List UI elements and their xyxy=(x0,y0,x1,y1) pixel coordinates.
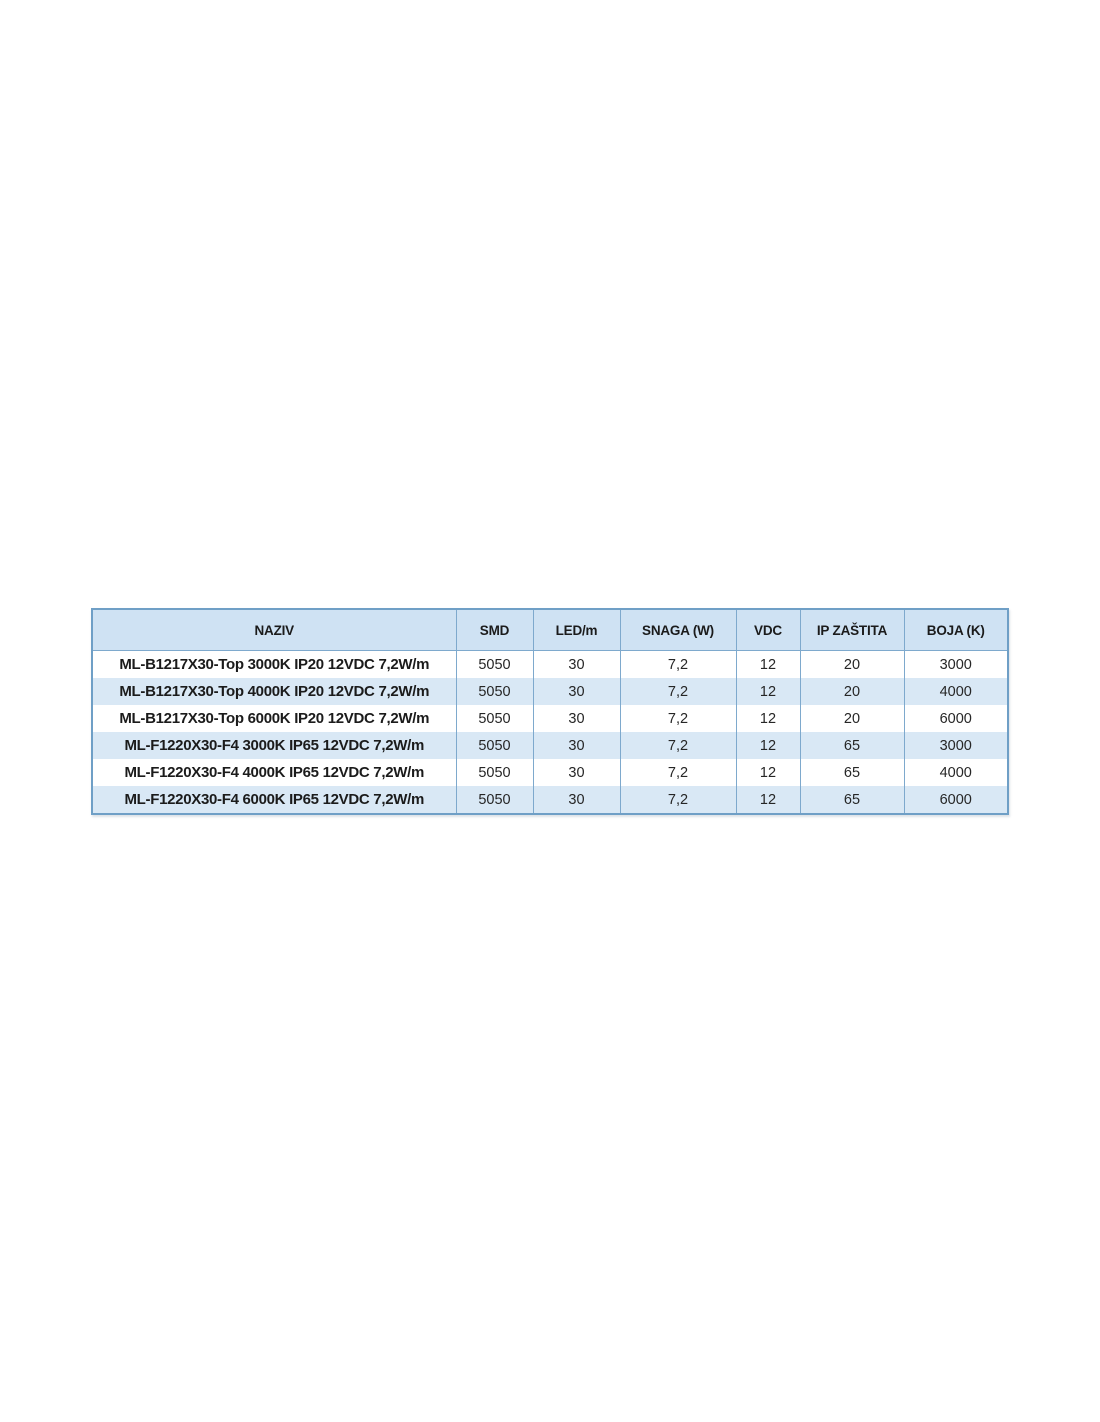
cell-vdc: 12 xyxy=(735,759,800,786)
cell-snaga: 7,2 xyxy=(619,786,736,814)
cell-naziv: ML-F1220X30-F4 4000K IP65 12VDC 7,2W/m xyxy=(92,759,456,786)
cell-boja: 3000 xyxy=(903,650,1008,678)
cell-ip-zastita: 65 xyxy=(799,786,904,814)
column-header-ip-zastita: IP ZAŠTITA xyxy=(799,609,904,651)
cell-vdc: 12 xyxy=(735,650,800,678)
cell-boja: 4000 xyxy=(903,678,1008,705)
table-header: NAZIV SMD LED/m SNAGA (W) VDC IP ZAŠTITA… xyxy=(92,609,1008,651)
cell-snaga: 7,2 xyxy=(619,678,736,705)
cell-smd: 5050 xyxy=(455,650,533,678)
table-row: ML-B1217X30-Top 3000K IP20 12VDC 7,2W/m … xyxy=(92,650,1008,678)
cell-ip-zastita: 65 xyxy=(799,732,904,759)
cell-naziv: ML-B1217X30-Top 6000K IP20 12VDC 7,2W/m xyxy=(92,705,456,732)
product-spec-table: NAZIV SMD LED/m SNAGA (W) VDC IP ZAŠTITA… xyxy=(91,608,1009,815)
column-header-boja: BOJA (K) xyxy=(903,609,1008,651)
cell-boja: 4000 xyxy=(903,759,1008,786)
table-row: ML-B1217X30-Top 6000K IP20 12VDC 7,2W/m … xyxy=(92,705,1008,732)
cell-naziv: ML-B1217X30-Top 3000K IP20 12VDC 7,2W/m xyxy=(92,650,456,678)
column-header-naziv: NAZIV xyxy=(92,609,456,651)
table-row: ML-F1220X30-F4 6000K IP65 12VDC 7,2W/m 5… xyxy=(92,786,1008,814)
cell-led-m: 30 xyxy=(532,732,620,759)
header-row: NAZIV SMD LED/m SNAGA (W) VDC IP ZAŠTITA… xyxy=(92,609,1008,651)
cell-led-m: 30 xyxy=(532,786,620,814)
cell-smd: 5050 xyxy=(455,732,533,759)
column-header-led-m: LED/m xyxy=(532,609,620,651)
table-row: ML-F1220X30-F4 4000K IP65 12VDC 7,2W/m 5… xyxy=(92,759,1008,786)
column-header-vdc: VDC xyxy=(735,609,800,651)
cell-naziv: ML-F1220X30-F4 3000K IP65 12VDC 7,2W/m xyxy=(92,732,456,759)
column-header-snaga: SNAGA (W) xyxy=(619,609,736,651)
cell-ip-zastita: 20 xyxy=(799,705,904,732)
table-row: ML-B1217X30-Top 4000K IP20 12VDC 7,2W/m … xyxy=(92,678,1008,705)
cell-smd: 5050 xyxy=(455,678,533,705)
cell-led-m: 30 xyxy=(532,705,620,732)
cell-smd: 5050 xyxy=(455,759,533,786)
cell-led-m: 30 xyxy=(532,650,620,678)
cell-ip-zastita: 20 xyxy=(799,650,904,678)
table-row: ML-F1220X30-F4 3000K IP65 12VDC 7,2W/m 5… xyxy=(92,732,1008,759)
cell-led-m: 30 xyxy=(532,759,620,786)
cell-vdc: 12 xyxy=(735,678,800,705)
column-header-smd: SMD xyxy=(455,609,533,651)
cell-snaga: 7,2 xyxy=(619,650,736,678)
cell-vdc: 12 xyxy=(735,705,800,732)
cell-boja: 6000 xyxy=(903,705,1008,732)
cell-led-m: 30 xyxy=(532,678,620,705)
cell-boja: 3000 xyxy=(903,732,1008,759)
cell-snaga: 7,2 xyxy=(619,732,736,759)
cell-vdc: 12 xyxy=(735,732,800,759)
cell-smd: 5050 xyxy=(455,705,533,732)
cell-snaga: 7,2 xyxy=(619,759,736,786)
cell-boja: 6000 xyxy=(903,786,1008,814)
table-body: ML-B1217X30-Top 3000K IP20 12VDC 7,2W/m … xyxy=(92,650,1008,814)
cell-vdc: 12 xyxy=(735,786,800,814)
cell-ip-zastita: 65 xyxy=(799,759,904,786)
cell-ip-zastita: 20 xyxy=(799,678,904,705)
cell-smd: 5050 xyxy=(455,786,533,814)
cell-naziv: ML-B1217X30-Top 4000K IP20 12VDC 7,2W/m xyxy=(92,678,456,705)
cell-naziv: ML-F1220X30-F4 6000K IP65 12VDC 7,2W/m xyxy=(92,786,456,814)
cell-snaga: 7,2 xyxy=(619,705,736,732)
